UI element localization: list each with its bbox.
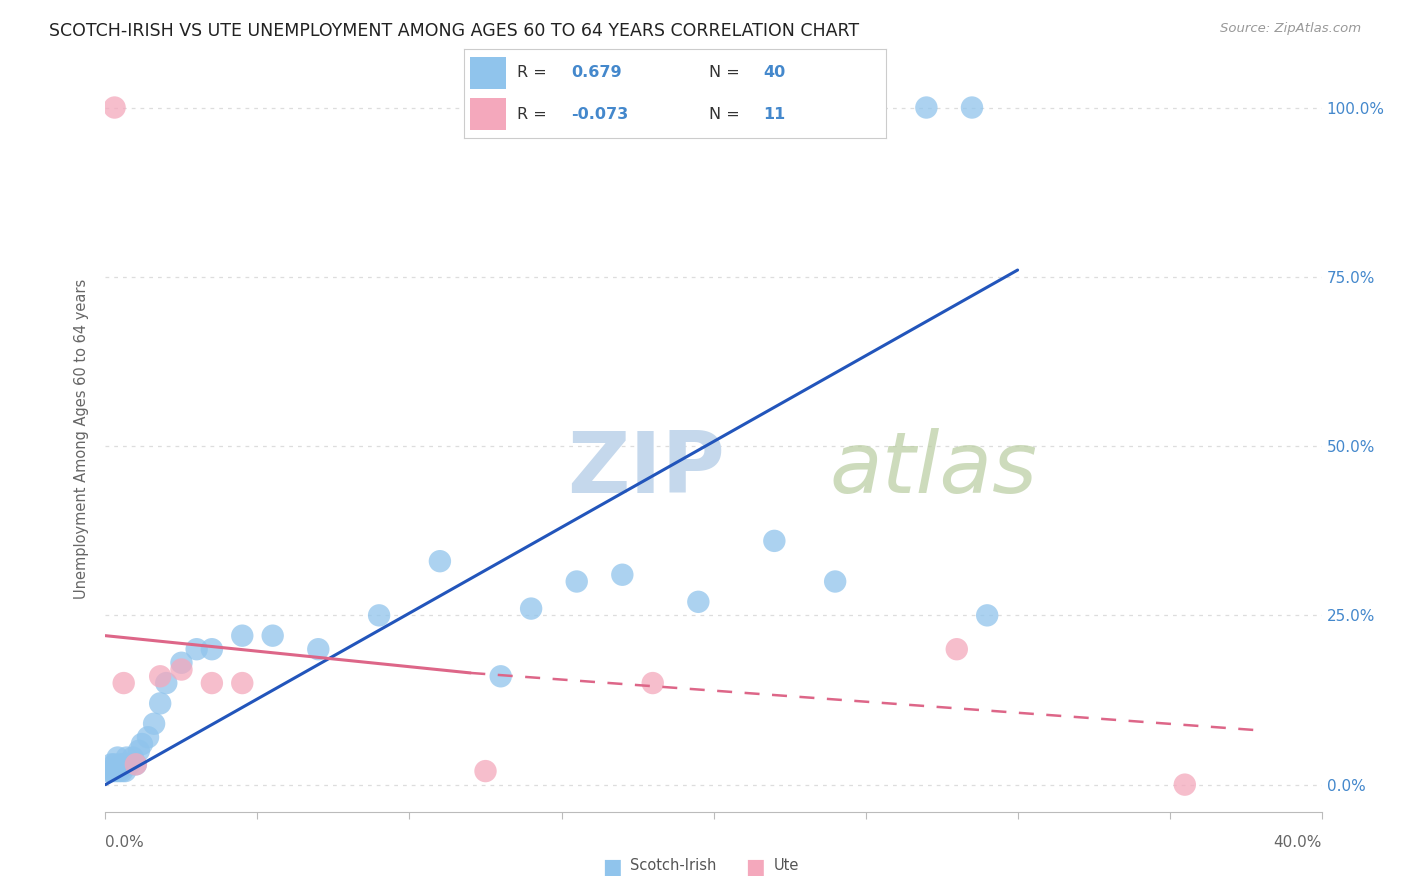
Point <box>960 101 983 115</box>
Point <box>763 533 786 548</box>
Point <box>368 608 391 623</box>
Point <box>915 101 938 115</box>
Point <box>149 697 172 711</box>
Text: 40.0%: 40.0% <box>1274 836 1322 850</box>
Point <box>105 764 128 778</box>
Point <box>170 656 193 670</box>
FancyBboxPatch shape <box>470 98 506 130</box>
Text: 40: 40 <box>763 65 786 80</box>
Text: 0.0%: 0.0% <box>105 836 145 850</box>
Point <box>98 764 121 778</box>
Point <box>231 676 253 690</box>
Point <box>489 669 512 683</box>
Point <box>231 629 253 643</box>
Point <box>688 595 710 609</box>
Text: Scotch-Irish: Scotch-Irish <box>630 858 716 872</box>
Point <box>103 757 125 772</box>
Point <box>100 757 122 772</box>
Point <box>429 554 451 568</box>
Point <box>101 764 124 778</box>
Point <box>112 757 135 772</box>
Text: N =: N = <box>709 107 740 121</box>
Point <box>474 764 496 778</box>
Point <box>945 642 967 657</box>
Text: ZIP: ZIP <box>568 427 725 510</box>
Point <box>155 676 177 690</box>
Point <box>186 642 208 657</box>
Point <box>824 574 846 589</box>
Text: SCOTCH-IRISH VS UTE UNEMPLOYMENT AMONG AGES 60 TO 64 YEARS CORRELATION CHART: SCOTCH-IRISH VS UTE UNEMPLOYMENT AMONG A… <box>49 22 859 40</box>
Text: ■: ■ <box>602 857 621 877</box>
Point <box>103 101 125 115</box>
Text: Source: ZipAtlas.com: Source: ZipAtlas.com <box>1220 22 1361 36</box>
Point <box>262 629 284 643</box>
Text: N =: N = <box>709 65 740 80</box>
Text: 11: 11 <box>763 107 786 121</box>
Y-axis label: Unemployment Among Ages 60 to 64 years: Unemployment Among Ages 60 to 64 years <box>75 279 90 599</box>
Point <box>520 601 543 615</box>
Point <box>641 676 664 690</box>
Point <box>131 737 153 751</box>
Point <box>565 574 588 589</box>
Point <box>143 716 166 731</box>
Point <box>1174 778 1197 792</box>
Text: ■: ■ <box>745 857 765 877</box>
Point <box>136 730 159 744</box>
Point <box>201 676 224 690</box>
Text: R =: R = <box>517 65 547 80</box>
Point <box>110 757 132 772</box>
Point <box>125 757 148 772</box>
Point <box>115 750 138 764</box>
Point <box>149 669 172 683</box>
Point <box>976 608 998 623</box>
Point <box>108 764 131 778</box>
Point <box>114 764 136 778</box>
Point <box>97 764 120 778</box>
Text: atlas: atlas <box>830 427 1038 510</box>
FancyBboxPatch shape <box>470 57 506 89</box>
Point <box>307 642 329 657</box>
Point <box>118 757 141 772</box>
Text: -0.073: -0.073 <box>571 107 628 121</box>
Point <box>107 750 129 764</box>
Point <box>170 663 193 677</box>
Point <box>201 642 224 657</box>
Text: Ute: Ute <box>773 858 799 872</box>
Point <box>612 567 634 582</box>
Point <box>128 744 150 758</box>
Text: 0.679: 0.679 <box>571 65 623 80</box>
Point <box>125 757 148 772</box>
Point <box>111 764 134 778</box>
Point <box>112 676 135 690</box>
Text: R =: R = <box>517 107 547 121</box>
Point <box>121 750 143 764</box>
